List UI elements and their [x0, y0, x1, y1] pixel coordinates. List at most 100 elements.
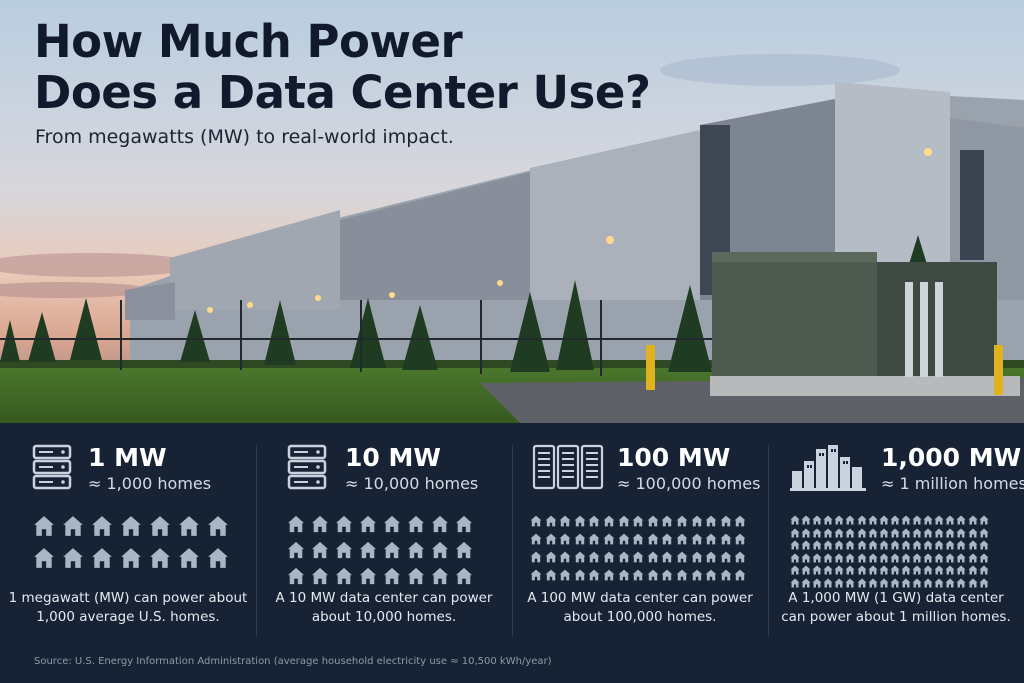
home-icon	[845, 578, 855, 587]
home-icon	[857, 528, 867, 537]
home-icon	[979, 565, 989, 575]
home-icon	[407, 541, 425, 559]
home-icon	[179, 548, 199, 568]
home-icon	[823, 515, 833, 525]
home-icon	[979, 528, 989, 537]
home-icon	[912, 515, 922, 525]
column-10mw: 10 MW ≈ 10,000 homes A 10 MW data center…	[256, 423, 512, 638]
home-icon	[734, 515, 746, 527]
home-icon	[150, 516, 170, 536]
home-icon	[812, 565, 822, 575]
home-icon	[934, 515, 944, 525]
column-description: 1 megawatt (MW) can power about 1,000 av…	[8, 590, 248, 625]
home-icon	[845, 528, 855, 537]
home-icon	[705, 551, 717, 563]
home-icon	[868, 553, 878, 562]
home-icon	[603, 533, 615, 545]
column-description: A 100 MW data center can power about 100…	[527, 590, 753, 625]
home-icon-grid	[790, 515, 989, 588]
home-icon	[383, 541, 401, 559]
home-icon	[945, 565, 955, 575]
home-icon	[857, 565, 867, 575]
home-icon	[691, 569, 702, 581]
home-icon	[857, 515, 867, 525]
home-icon	[311, 567, 329, 585]
home-icon	[890, 578, 900, 587]
home-icon	[812, 578, 822, 587]
power-rating: 1,000 MW	[881, 443, 1022, 472]
power-rating: 1 MW	[88, 443, 167, 472]
home-icon	[335, 541, 353, 559]
home-icon	[574, 533, 586, 545]
home-icon	[530, 515, 542, 527]
home-icon	[956, 540, 966, 550]
home-icon	[834, 540, 844, 550]
home-icon	[845, 540, 855, 550]
home-icon	[801, 515, 811, 525]
column-divider	[256, 445, 257, 637]
home-icon	[790, 578, 800, 587]
server-rack-icon	[32, 444, 72, 490]
home-icon	[845, 553, 855, 562]
home-icon	[734, 533, 746, 545]
home-icon	[912, 553, 922, 562]
home-icon	[720, 515, 732, 527]
home-icon	[574, 569, 586, 581]
home-icon	[901, 515, 911, 525]
home-icon	[956, 515, 966, 525]
home-icon	[923, 553, 933, 562]
home-icon	[834, 515, 844, 525]
home-icon	[545, 515, 556, 527]
home-icon	[934, 578, 944, 587]
home-icon	[868, 515, 878, 525]
home-icon	[647, 569, 659, 581]
home-icon	[530, 533, 542, 545]
home-icon	[834, 578, 844, 587]
home-icon	[868, 578, 878, 587]
home-icon	[879, 528, 889, 537]
home-icon	[676, 551, 688, 563]
home-icon	[968, 553, 977, 562]
home-icon	[661, 533, 673, 545]
home-icon	[912, 528, 922, 537]
home-icon	[890, 565, 900, 575]
home-icon	[801, 565, 811, 575]
home-icon	[407, 567, 425, 585]
home-icon	[834, 528, 844, 537]
column-1mw: 1 MW ≈ 1,000 homes 1 megawatt (MW) can p…	[0, 423, 256, 638]
home-icon	[92, 516, 112, 536]
home-icon	[968, 565, 977, 575]
home-icon	[407, 515, 425, 533]
home-icon	[618, 533, 629, 545]
home-icon	[720, 533, 732, 545]
home-icon	[979, 553, 989, 562]
home-icon	[868, 528, 878, 537]
home-icon	[945, 553, 955, 562]
home-icon	[632, 569, 644, 581]
home-icon	[934, 553, 944, 562]
home-icon	[121, 516, 141, 536]
home-icon	[34, 548, 54, 568]
home-icon	[801, 578, 811, 587]
home-icon	[801, 540, 811, 550]
home-icon	[945, 578, 955, 587]
page-subtitle: From megawatts (MW) to real-world impact…	[35, 126, 454, 148]
server-rack-icon	[287, 444, 327, 490]
home-icon	[845, 565, 855, 575]
home-icon	[720, 569, 732, 581]
server-racks-icon	[532, 444, 604, 490]
home-icon	[335, 515, 353, 533]
home-icon	[956, 578, 966, 587]
power-rating: 10 MW	[345, 443, 441, 472]
home-icon	[287, 541, 305, 559]
column-1000mw: 1,000 MW ≈ 1 million homes A 1,000 MW (1…	[768, 423, 1024, 638]
home-icon	[559, 569, 571, 581]
home-icon	[901, 578, 911, 587]
home-icon	[618, 551, 629, 563]
home-icon	[790, 515, 800, 525]
home-icon	[923, 528, 933, 537]
home-icon	[359, 515, 377, 533]
home-icon	[603, 569, 615, 581]
home-icon	[868, 565, 878, 575]
home-icon	[890, 528, 900, 537]
